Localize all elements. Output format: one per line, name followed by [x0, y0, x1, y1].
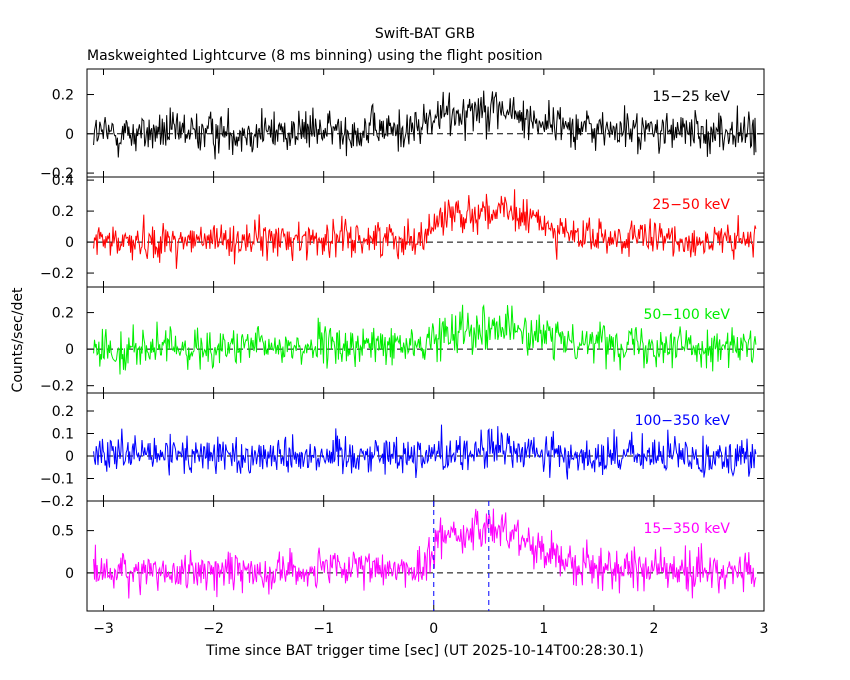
panel-15-350-kev: 0 0.5 15−350 keV — [52, 500, 765, 612]
band-label: 25−50 keV — [652, 197, 730, 213]
band-label: 100−350 keV — [635, 413, 731, 429]
panel-100-350-kev: −0.2 −0.1 0 0.1 0.2 100−350 keV — [40, 392, 765, 510]
y-tick-label: −0.2 — [40, 379, 74, 395]
band-label: 50−100 keV — [643, 307, 730, 323]
x-tick-label: −1 — [313, 621, 334, 637]
y-tick-label: 0 — [65, 235, 74, 251]
y-tick-label: 0.2 — [52, 306, 74, 322]
chart-title: Swift-BAT GRB — [375, 26, 475, 42]
series-line — [93, 90, 757, 160]
trigger-markers — [433, 501, 490, 611]
y-tick-label: −0.2 — [40, 494, 74, 510]
x-tick-label: −3 — [93, 621, 114, 637]
y-tick-label: 0 — [65, 342, 74, 358]
y-tick-label: −0.1 — [40, 472, 74, 488]
series-line — [93, 189, 757, 269]
y-tick-label: 0.4 — [52, 173, 74, 189]
panels-group: −0.200.2 15−25 keV−0.200.20.425−50 keV−0.… — [40, 68, 765, 612]
x-axis-label: Time since BAT trigger time [sec] (UT 20… — [205, 643, 644, 659]
y-tick-label: 0 — [65, 566, 74, 582]
series-line — [93, 424, 757, 480]
panel-frame — [86, 392, 765, 502]
y-tick-label: 0.2 — [52, 88, 74, 104]
band-label: 15−350 keV — [643, 521, 730, 537]
x-tick-label: 1 — [539, 621, 548, 637]
panel-25-50-kev: −0.2 0 0.2 0.4 25−50 keV — [40, 173, 765, 288]
chart-subtitle: Maskweighted Lightcurve (8 ms binning) u… — [87, 48, 543, 64]
panel-15-25-kev: −0.2 0 0.2 15−25 keV — [40, 68, 765, 182]
x-tick-label: 3 — [760, 621, 769, 637]
y-tick-label: 0.2 — [52, 404, 74, 420]
band-label: 15−25 keV — [652, 89, 730, 105]
x-tick-label: 0 — [429, 621, 438, 637]
y-tick-label: 0.2 — [52, 204, 74, 220]
panel-frame — [86, 500, 765, 612]
y-tick-label: 0.5 — [52, 524, 74, 540]
x-tick-label: −2 — [203, 621, 224, 637]
series-line — [93, 508, 757, 599]
y-tick-label: −0.2 — [40, 166, 74, 182]
y-tick-label: −0.2 — [40, 266, 74, 282]
y-tick-label: 0 — [65, 127, 74, 143]
series-line — [93, 303, 757, 375]
panel-frame — [86, 286, 765, 394]
x-tick-label: 2 — [649, 621, 658, 637]
y-tick-label: 0 — [65, 449, 74, 465]
y-tick-label: 0.1 — [52, 427, 74, 443]
panel-50-100-kev: −0.2 0 0.2 50−100 keV — [40, 286, 765, 395]
x-axis-ticks: −3 −2 −1 0 1 2 3 — [93, 621, 768, 637]
y-axis-label: Counts/sec/det — [10, 287, 26, 392]
